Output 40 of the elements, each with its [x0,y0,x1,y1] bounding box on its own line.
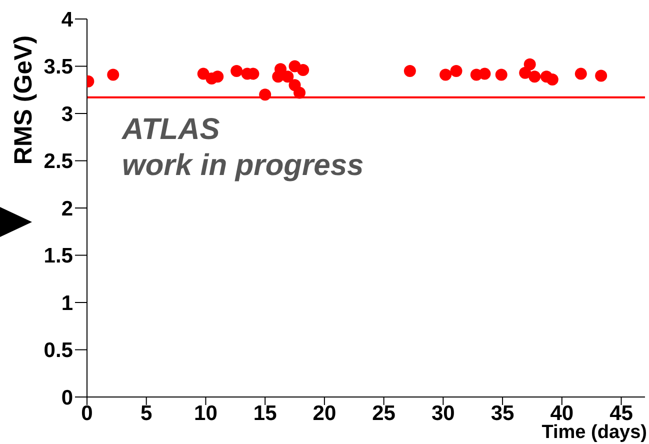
y-tick-label: 2 [61,197,73,220]
y-tick-label: 4 [61,8,74,32]
y-tick-label: 3.5 [44,56,74,79]
x-tick-label: 35 [490,402,515,425]
y-tick-label: 1 [61,292,74,315]
x-tick-label: 20 [312,402,336,425]
point [212,70,224,83]
y-tick-label: 3 [61,102,73,126]
point [259,88,272,101]
point [528,70,541,83]
point [595,70,608,82]
point [230,64,243,77]
point [495,68,508,81]
annotation: work in progress [122,149,364,183]
annotation: ATLAS [122,113,220,147]
y-axis-title: RMS (GeV) [10,35,38,165]
x-axis-title: Time (days) [542,422,647,444]
x-tick-label: 0 [81,402,93,425]
point [546,73,558,86]
x-tick-label: 45 [610,402,634,425]
y-tick-label: 2.5 [44,150,74,174]
x-tick-label: 25 [372,402,396,425]
point [297,64,310,76]
x-tick-label: 10 [194,402,218,425]
y-tick-label: 1.5 [44,244,74,268]
x-tick-label: 5 [140,402,153,425]
x-tick-label: 40 [550,402,574,425]
point [404,64,416,77]
point [574,68,587,80]
x-tick-label: 15 [253,402,278,425]
y-tick-label: 0.5 [44,339,74,362]
point [282,70,294,83]
x-tick-label: 30 [431,402,455,425]
point [450,64,462,77]
point [478,68,491,80]
point [440,68,452,81]
point [107,68,120,81]
y-tick-label: 0 [61,386,73,410]
point [524,58,536,70]
point [294,86,306,99]
